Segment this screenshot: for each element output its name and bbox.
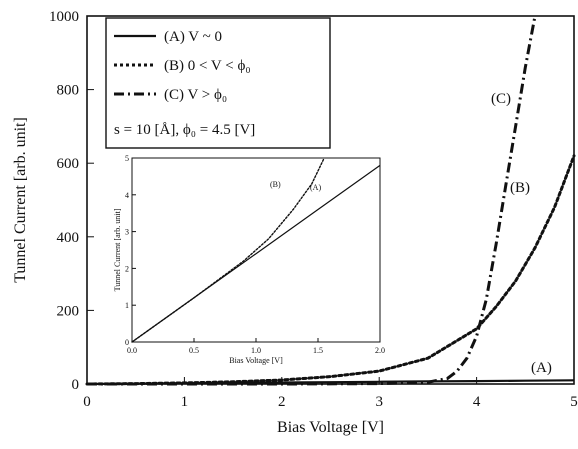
legend-entry-c: (C) V > ϕ₀ xyxy=(164,87,227,103)
series-line-c xyxy=(87,15,537,386)
legend-annotation: s = 10 [Å], ϕ₀ = 4.5 [V] xyxy=(114,122,255,138)
y-tick-label: 400 xyxy=(57,230,80,246)
curve-label-c: (C) xyxy=(491,91,511,107)
inset-x-tick-label: 2.0 xyxy=(375,346,385,355)
inset-x-tick-label: 0.0 xyxy=(127,346,137,355)
inset-y-tick-label: 0 xyxy=(125,338,129,347)
y-tick-label: 200 xyxy=(57,303,80,319)
inset-y-tick-label: 5 xyxy=(125,154,129,163)
y-axis-title: Tunnel Current [arb. unit] xyxy=(12,117,29,283)
inset-x-tick-label: 1.5 xyxy=(313,346,323,355)
inset-series-line-b xyxy=(131,157,325,343)
legend-entry-a: (A) V ~ 0 xyxy=(164,29,222,45)
x-tick-label: 4 xyxy=(473,394,481,410)
legend: (A) V ~ 0 (B) 0 < V < ϕ₀ (C) V > ϕ₀ s = 10 … xyxy=(105,17,331,149)
y-tick-label: 800 xyxy=(57,83,80,99)
inset-x-tick-label: 0.5 xyxy=(189,346,199,355)
inset-y-tick-label: 1 xyxy=(125,301,129,310)
inset-x-axis-title: Bias Voltage [V] xyxy=(229,356,283,365)
x-axis-title: Bias Voltage [V] xyxy=(277,419,384,436)
x-tick-label: 5 xyxy=(570,394,578,410)
x-tick-label: 0 xyxy=(83,394,91,410)
x-tick-label: 3 xyxy=(375,394,383,410)
inset-y-tick-label: 2 xyxy=(125,264,129,273)
inset-y-tick-label: 4 xyxy=(125,191,129,200)
inset-plot: 0.0 0.5 1.0 1.5 2.0 0 1 2 3 4 5 Bias Voltage [V] Tun… xyxy=(113,154,385,365)
curve-label-a: (A) xyxy=(531,360,552,376)
inset-x-tick-label: 1.0 xyxy=(251,346,261,355)
inset-y-axis-title: Tunnel Current [arb. unit] xyxy=(113,208,122,291)
curve-label-b: (B) xyxy=(510,180,530,196)
y-tick-label: 0 xyxy=(72,377,80,393)
inset-curve-label-b: (B) xyxy=(270,180,281,189)
y-tick-label: 600 xyxy=(57,156,80,172)
x-tick-label: 2 xyxy=(278,394,286,410)
legend-entry-b: (B) 0 < V < ϕ₀ xyxy=(164,58,251,74)
inset-curve-label-a: (A) xyxy=(310,183,321,192)
x-tick-label: 1 xyxy=(181,394,189,410)
y-tick-label: 1000 xyxy=(49,9,79,25)
inset-y-tick-label: 3 xyxy=(125,228,129,237)
legend-box xyxy=(105,17,331,149)
